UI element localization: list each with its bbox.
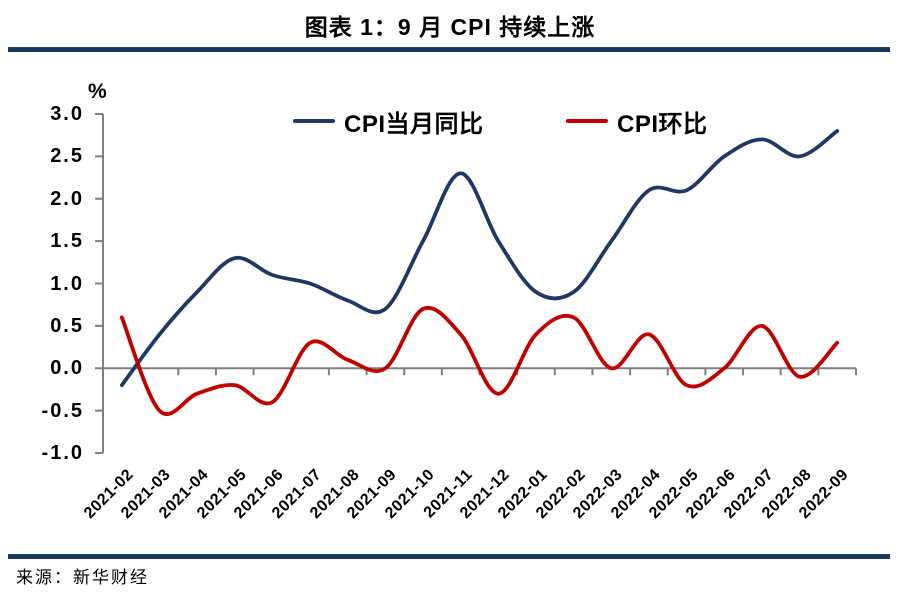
y-tick-label: 0.5: [50, 314, 84, 337]
y-tick-label: -0.5: [41, 399, 84, 422]
y-tick-label: 1.0: [50, 272, 84, 295]
legend-label-cpi-mom: CPI环比: [617, 110, 708, 138]
y-tick-label: 0.0: [50, 357, 84, 380]
bottom-divider: [8, 554, 890, 559]
y-tick-label: 2.5: [50, 145, 84, 168]
series-line-cpi-mom: [119, 305, 840, 416]
y-tick-label: 3.0: [50, 103, 84, 125]
y-tick-label: 1.5: [50, 230, 84, 253]
top-divider: [8, 47, 890, 52]
legend-label-cpi-yoy: CPI当月同比: [344, 110, 484, 138]
legend-line-cpi-mom: [566, 119, 608, 123]
legend-line-cpi-yoy: [293, 119, 335, 123]
legend-item-cpi-mom: CPI环比: [566, 105, 708, 138]
legend-item-cpi-yoy: CPI当月同比: [293, 105, 484, 138]
y-tick-label: -1.0: [41, 442, 84, 464]
y-tick-label: 2.0: [50, 187, 84, 210]
chart-title: 图表 1：9 月 CPI 持续上涨: [304, 14, 596, 40]
source-note: 来源：新华财经: [16, 568, 149, 587]
series-line-cpi-yoy: [119, 129, 840, 388]
y-axis-unit-label: %: [88, 80, 107, 103]
